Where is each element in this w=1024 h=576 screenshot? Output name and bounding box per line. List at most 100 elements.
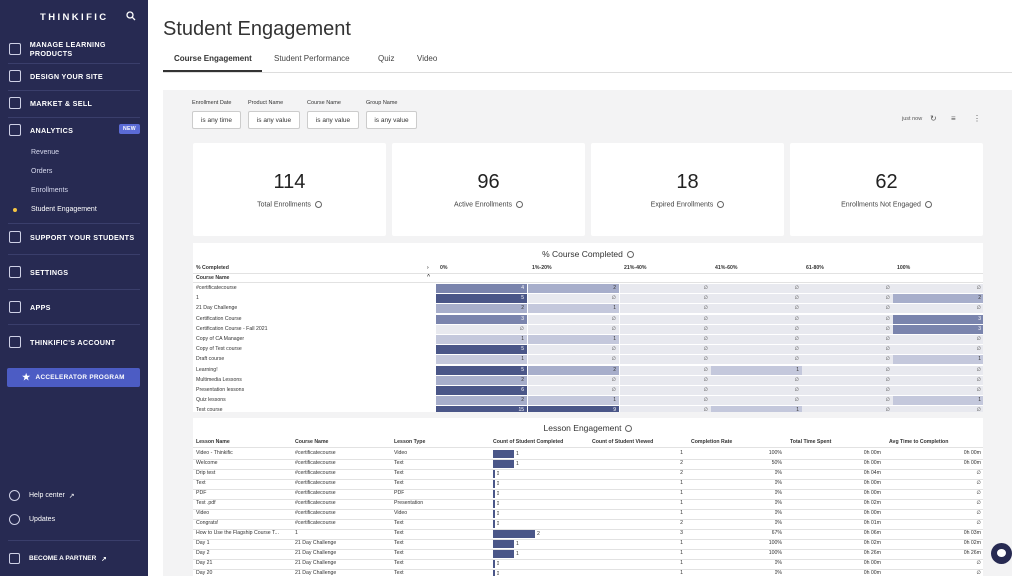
nav-design-your-site[interactable]: DESIGN YOUR SITE [0, 62, 148, 90]
layers-icon [9, 43, 21, 55]
column-header[interactable]: 1%-20% [532, 265, 552, 271]
lesson-name[interactable]: Test .pdf [196, 500, 216, 506]
lesson-name[interactable]: Day 20 [196, 570, 213, 576]
tab-quiz[interactable]: Quiz [378, 54, 395, 63]
column-header[interactable]: 21%-40% [624, 265, 647, 271]
info-icon[interactable] [626, 251, 634, 259]
lesson-name[interactable]: Day 2 [196, 550, 210, 556]
completion-rate: 0% [774, 510, 783, 516]
help-icon [9, 490, 20, 501]
sort-up-icon[interactable]: ^ [427, 274, 431, 280]
filter-course-name[interactable]: is any value [307, 111, 359, 129]
row-divider [193, 499, 983, 500]
lesson-name[interactable]: Video [196, 510, 210, 516]
heatmap-cell: ∅ [802, 304, 893, 314]
lesson-name[interactable]: Day 1 [196, 540, 210, 546]
filter-group-name[interactable]: is any value [366, 111, 417, 129]
updates-link[interactable]: Updates [9, 514, 55, 525]
heatmap-cell: ∅ [893, 345, 983, 355]
course-row-label: #certificatecourse [196, 285, 237, 291]
lesson-name[interactable]: Text [196, 480, 206, 486]
column-header[interactable]: Course Name [295, 439, 329, 445]
info-icon[interactable] [515, 201, 523, 208]
viewed-count: 2 [680, 520, 683, 526]
heatmap-cell: ∅ [711, 304, 802, 314]
plug-icon [9, 301, 21, 313]
bell-icon [9, 514, 20, 525]
filter-icon[interactable]: ≡ [951, 114, 956, 123]
thinkific-logo[interactable]: THINKIFIC [40, 12, 109, 23]
column-header[interactable]: Count of Student Viewed [592, 439, 654, 445]
tab-student-performance[interactable]: Student Performance [274, 54, 350, 63]
heatmap-cell: ∅ [802, 406, 893, 412]
become-partner-link[interactable]: BECOME A PARTNER ↗ [9, 553, 107, 564]
filter-enrollment-date[interactable]: is any time [192, 111, 241, 129]
completed-count: 1 [516, 551, 519, 557]
column-header[interactable]: Count of Student Completed [493, 439, 564, 445]
viewed-count: 3 [680, 530, 683, 536]
column-header[interactable]: 61-80% [806, 265, 824, 271]
completed-count: 1 [516, 541, 519, 547]
filter-product-name[interactable]: is any value [248, 111, 300, 129]
info-icon[interactable] [625, 425, 633, 433]
subnav-revenue[interactable]: Revenue [31, 149, 60, 156]
chat-launcher-button[interactable] [991, 543, 1012, 564]
accelerator-program-button[interactable]: ★ ACCELERATOR PROGRAM [7, 368, 140, 387]
divider [193, 447, 983, 448]
column-header[interactable]: Lesson Name [196, 439, 230, 445]
tab-video[interactable]: Video [417, 54, 438, 63]
row-divider [193, 509, 983, 510]
column-header[interactable]: Total Time Spent [790, 439, 832, 445]
nav-support-your-students[interactable]: SUPPORT YOUR STUDENTS [0, 223, 148, 251]
nav-thinkifics-account[interactable]: THINKIFIC'S ACCOUNT [0, 328, 148, 356]
column-header[interactable]: 41%-60% [715, 265, 738, 271]
info-icon[interactable] [717, 201, 725, 208]
nav-analytics[interactable]: ANALYTICS NEW [0, 116, 148, 144]
completed-bar [493, 530, 535, 538]
chevron-right-icon[interactable]: › [427, 265, 429, 271]
heatmap-cell: 3 [893, 324, 983, 334]
lesson-name[interactable]: Video - Thinkific [196, 450, 233, 456]
course-name: #certificatecourse [295, 480, 336, 486]
nav-settings[interactable]: SETTINGS [0, 258, 148, 286]
nav-manage-learning-products[interactable]: MANAGE LEARNING PRODUCTS [0, 35, 148, 63]
lesson-name[interactable]: Drip test [196, 470, 216, 476]
course-name-header[interactable]: Course Name [196, 275, 230, 281]
row-divider [193, 539, 983, 540]
viewed-count: 1 [680, 490, 683, 496]
lesson-name[interactable]: Welcome [196, 460, 218, 466]
lesson-name[interactable]: Day 21 [196, 560, 213, 566]
refresh-icon[interactable]: ↻ [930, 114, 937, 123]
avg-time: ∅ [976, 560, 981, 566]
nav-market-and-sell[interactable]: MARKET & SELL [0, 89, 148, 117]
help-center-link[interactable]: Help center ↗ [9, 490, 75, 501]
pct-completed-header: % Completed [196, 265, 229, 271]
heatmap-cell: 3 [893, 314, 983, 324]
search-icon[interactable] [126, 11, 136, 21]
divider [8, 289, 140, 290]
lesson-name[interactable]: How to Use the Flagship Course T... [196, 530, 279, 536]
subnav-student-engagement[interactable]: Student Engagement [31, 206, 97, 213]
heatmap-cell: ∅ [620, 375, 711, 385]
column-header[interactable]: Avg Time to Completion [889, 439, 949, 445]
tab-course-engagement[interactable]: Course Engagement [174, 54, 252, 63]
subnav-enrollments[interactable]: Enrollments [31, 187, 68, 194]
completion-rate: 0% [774, 470, 783, 476]
info-icon[interactable] [314, 201, 322, 208]
heatmap-cell: 2 [436, 375, 527, 385]
viewed-count: 1 [680, 480, 683, 486]
column-header[interactable]: Lesson Type [394, 439, 426, 445]
subnav-orders[interactable]: Orders [31, 168, 53, 175]
info-icon[interactable] [924, 201, 932, 208]
column-header[interactable]: 0% [440, 265, 448, 271]
kpi-label: Expired Enrollments [591, 201, 784, 208]
column-header[interactable]: 100% [897, 265, 911, 271]
avg-time: 0h 00m [963, 460, 981, 466]
more-options-icon[interactable]: ⋮ [973, 114, 981, 123]
lesson-name[interactable]: Congrats! [196, 520, 219, 526]
lesson-engagement-table: Lesson Engagement Lesson Name Course Name… [193, 418, 983, 576]
lesson-name[interactable]: PDF [196, 490, 207, 496]
column-header[interactable]: Completion Rate [691, 439, 733, 445]
nav-apps[interactable]: APPS [0, 293, 148, 321]
heatmap-cell: ∅ [802, 396, 893, 406]
